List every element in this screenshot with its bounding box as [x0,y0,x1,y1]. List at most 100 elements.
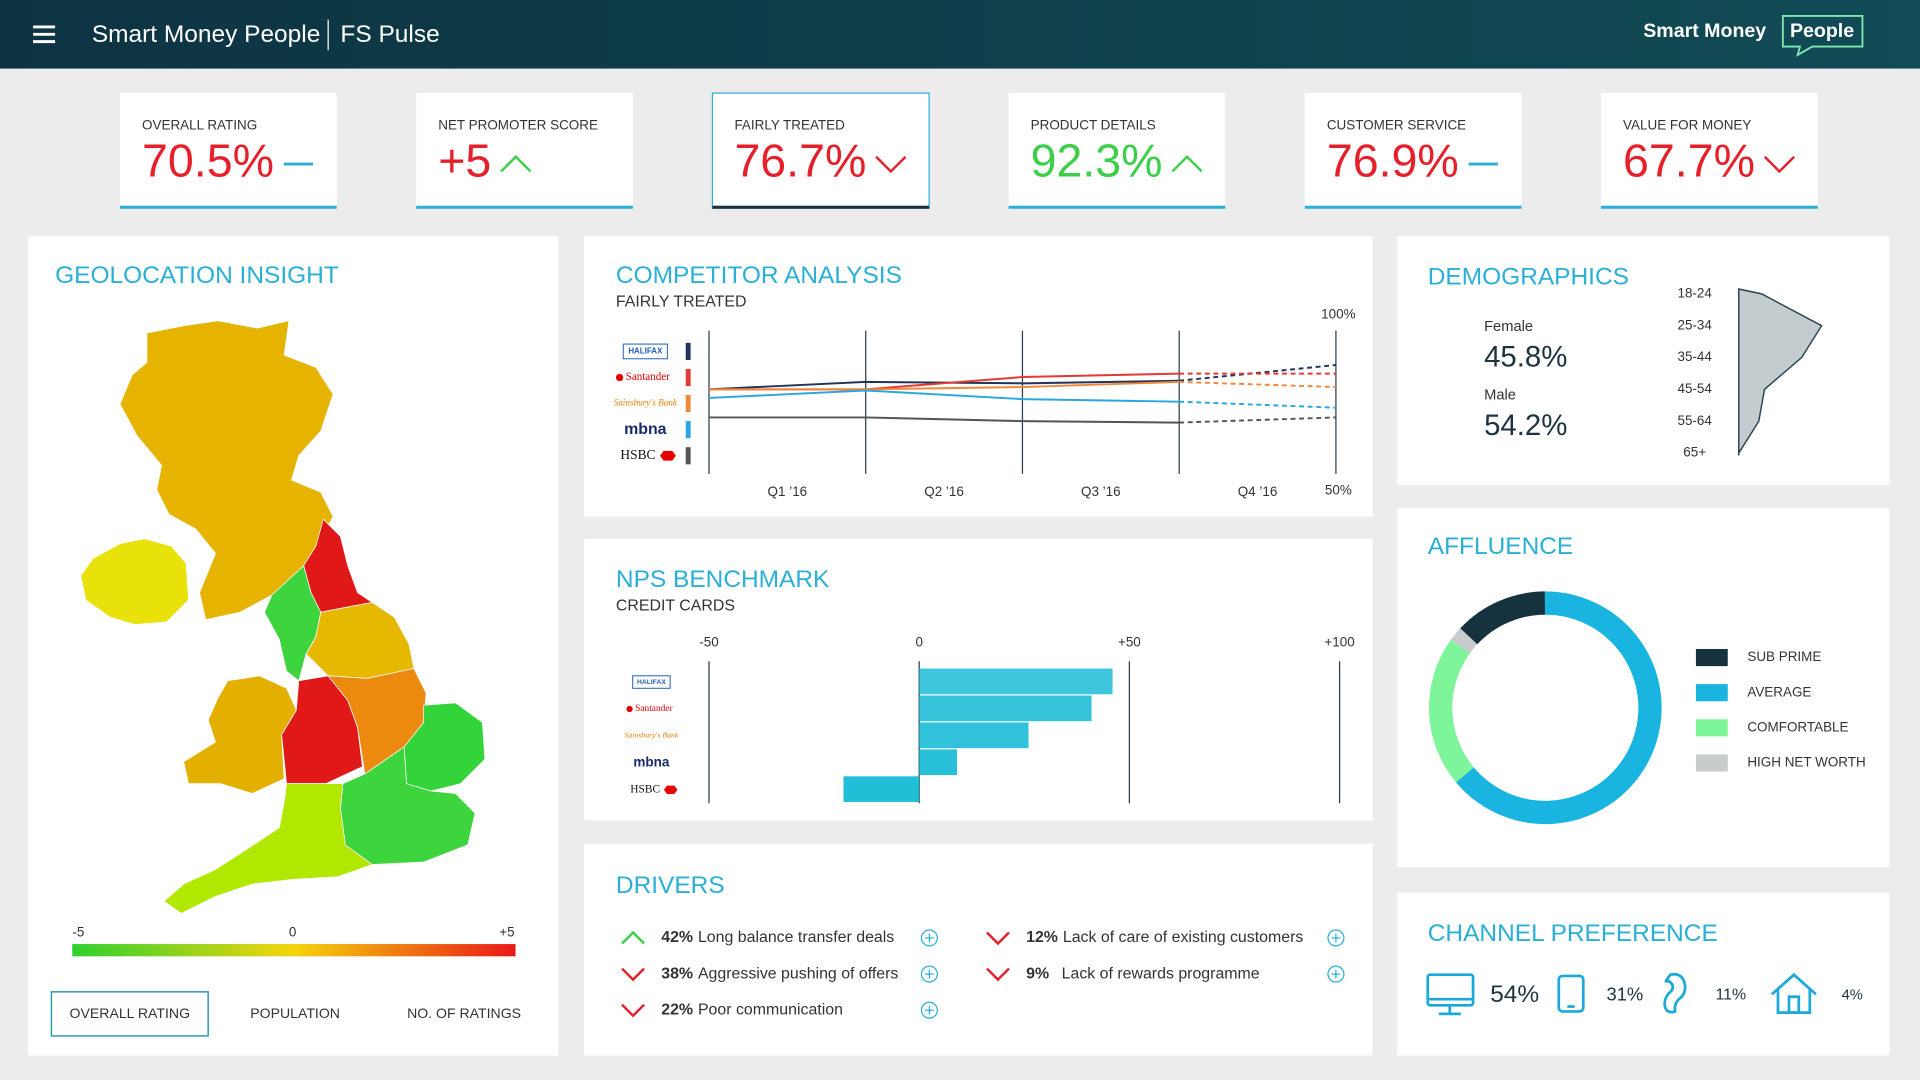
driver-text: Lack of care of existing customers [1063,929,1304,946]
card-bg [1008,93,1226,209]
channel-icons [1426,972,1817,1016]
logo-text: People [1790,20,1854,42]
tab-box [50,991,209,1037]
age-label: 35-44 [1677,349,1712,364]
trend-up [500,155,532,173]
home-icon [1770,972,1817,1015]
kpi-label: CUSTOMER SERVICE [1327,118,1466,133]
donut-segment [1450,628,1478,654]
logo-flame [626,705,633,713]
plus-sign [925,933,934,943]
tablet-icon [1557,974,1585,1013]
x-tick-label: -50 [699,634,718,649]
card-bg [711,92,930,209]
panel-title: AFFLUENCE [1428,533,1573,560]
x-tick-label: Q4 ’16 [1238,484,1278,499]
kpi-label: FAIRLY TREATED [734,118,845,133]
uk-map [80,320,486,914]
trend-down [875,155,907,174]
driver-percent: 22% [661,1001,693,1018]
legend-label: SUB PRIME [1747,649,1821,664]
map-tab[interactable]: NO. OF RATINGS [407,1005,521,1021]
card-underline [1008,205,1226,209]
gender-value: 45.8% [1484,341,1567,374]
trend-down [621,1003,645,1018]
driver-percent: 38% [661,965,693,982]
expand-button[interactable] [920,1001,938,1019]
expand-button[interactable] [1327,965,1345,983]
plus-sign [1331,969,1341,979]
brand-logo: HALIFAX [632,675,671,689]
y-tick-label: 50% [1325,483,1352,498]
bar [919,749,958,776]
kpi-value: 67.7% [1623,134,1755,186]
legend-label: HIGH NET WORTH [1747,755,1865,770]
brand-name: HALIFAX [628,347,663,356]
x-tick-label: +50 [1118,634,1141,649]
trend-down [621,967,645,982]
competitor-panel [584,236,1373,517]
kpi-card[interactable]: NET PROMOTER SCORE+5 [416,93,633,209]
tab-label: OVERALL RATING [70,1005,190,1021]
forecast-line [1179,380,1336,389]
brand-name: mbna [633,754,670,769]
panel-title: DRIVERS [616,872,725,899]
gender-label: Male [1484,387,1516,403]
age-label: 55-64 [1677,413,1712,428]
panel-subtitle: CREDIT CARDS [616,597,735,614]
x-tick-label: Q3 ’16 [1081,484,1121,499]
color-scale [72,944,516,957]
expand-button[interactable] [920,929,938,947]
x-tick-label: +100 [1324,634,1354,649]
card-underline [1304,205,1522,209]
shape [1770,972,1817,996]
map-region [183,675,297,794]
card-bg [120,93,337,209]
brand-name: Sainsbury's Bank [624,731,678,740]
menu-button[interactable] [33,25,56,44]
age-area [1738,288,1823,456]
series-line [708,389,1180,403]
logo-text: Smart Money [1643,20,1766,42]
kpi-value: +5 [438,134,491,186]
bar [843,776,920,803]
logo-box [632,675,671,689]
channel-value: 54% [1490,981,1539,1008]
kpi-label: OVERALL RATING [142,118,257,133]
brand-name: Santander [635,704,673,714]
age-label: 45-54 [1677,381,1712,396]
brand-logo: HALIFAX [622,343,668,360]
map-tab[interactable]: OVERALL RATING [50,991,209,1037]
gender-value: 54.2% [1484,409,1567,442]
plus-circle [1327,965,1345,983]
product-name: FS Pulse [340,21,439,48]
brand-name: Sainsbury's Bank [614,398,678,408]
scale-label: -5 [72,925,84,940]
brand-logo: Santander [615,371,670,383]
expand-button[interactable] [1327,929,1345,947]
map-legend [72,944,516,957]
map-region [403,702,486,792]
logo-box [622,343,668,360]
plus-circle [920,929,938,947]
scale-label: 0 [289,925,296,940]
card-bg [416,93,633,209]
panel-subtitle: FAIRLY TREATED [616,294,747,311]
panel-title: COMPETITOR ANALYSIS [616,262,902,289]
map-region [80,538,189,625]
brand-logo: Santander [626,704,673,714]
header-bar [0,0,1920,69]
demographics-panel [1397,236,1890,485]
donut-segment [1455,591,1662,825]
map-tab[interactable]: POPULATION [250,1005,340,1021]
legend-swatch [685,421,691,439]
expand-button[interactable] [920,965,938,983]
donut-segment [1428,639,1474,783]
driver-text: Aggressive pushing of offers [698,965,898,982]
app-title: Smart Money People [92,21,321,48]
